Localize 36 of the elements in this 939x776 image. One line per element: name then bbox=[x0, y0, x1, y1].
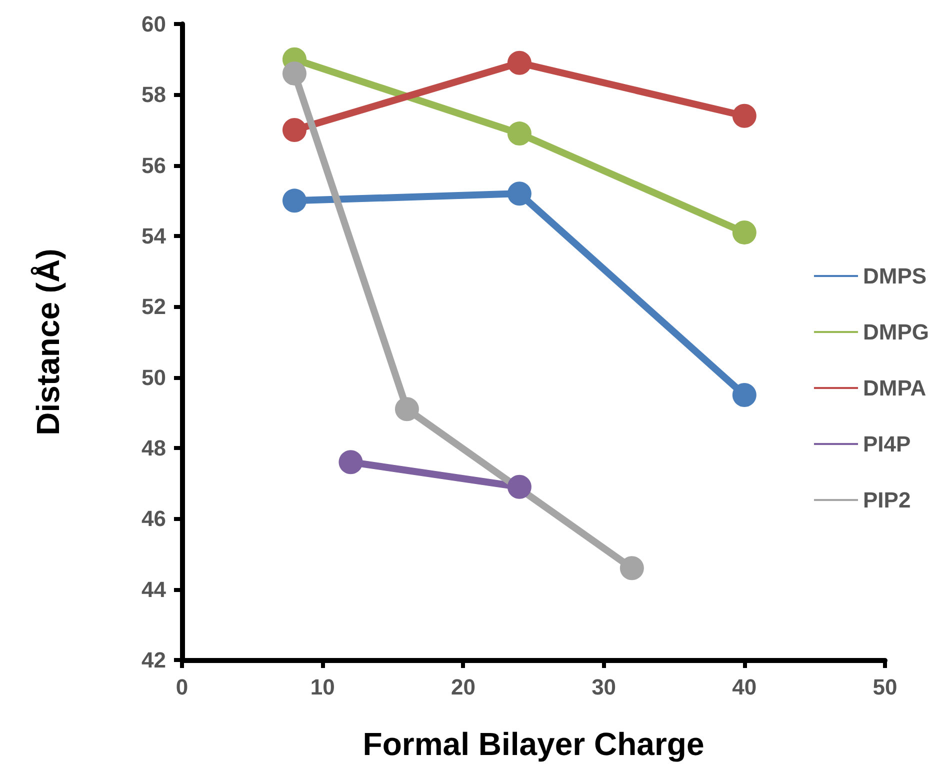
legend-label: DMPA bbox=[863, 376, 926, 400]
x-tick-label: 10 bbox=[310, 674, 335, 700]
x-tick-label: 40 bbox=[732, 674, 757, 700]
point bbox=[282, 61, 306, 86]
y-tick-label: 46 bbox=[142, 506, 166, 532]
point bbox=[507, 50, 532, 75]
y-tick-label: 56 bbox=[142, 152, 166, 178]
point bbox=[282, 118, 306, 142]
y-tick-label: 48 bbox=[142, 436, 166, 460]
point bbox=[507, 182, 532, 206]
y-tick-label: 44 bbox=[142, 576, 167, 602]
point bbox=[732, 104, 756, 128]
x-tick-label: 30 bbox=[592, 674, 616, 700]
legend-label: PIP2 bbox=[863, 488, 911, 512]
y-tick-label: 58 bbox=[142, 82, 166, 108]
point bbox=[732, 383, 756, 407]
y-tick-label: 42 bbox=[142, 648, 166, 672]
point bbox=[732, 220, 756, 244]
legend-label: DMPG bbox=[863, 320, 929, 344]
x-tick-label: 50 bbox=[872, 674, 898, 700]
y-tick-label: 50 bbox=[142, 364, 166, 390]
x-tick-label: 20 bbox=[450, 674, 476, 700]
y-tick-label: 52 bbox=[142, 294, 166, 320]
x-tick-label: 0 bbox=[176, 674, 188, 700]
point bbox=[282, 188, 306, 213]
point bbox=[394, 397, 419, 422]
y-tick-label: 60 bbox=[142, 12, 166, 36]
legend-label: PI4P bbox=[863, 432, 911, 456]
y-tick-label: 54 bbox=[142, 224, 167, 248]
point bbox=[507, 474, 532, 499]
point bbox=[507, 122, 532, 146]
point bbox=[620, 556, 644, 580]
legend-label: DMPS bbox=[863, 264, 927, 288]
point bbox=[338, 450, 363, 474]
y-axis-title: Distance (Å) bbox=[30, 248, 66, 436]
x-axis-title: Formal Bilayer Charge bbox=[362, 726, 704, 762]
